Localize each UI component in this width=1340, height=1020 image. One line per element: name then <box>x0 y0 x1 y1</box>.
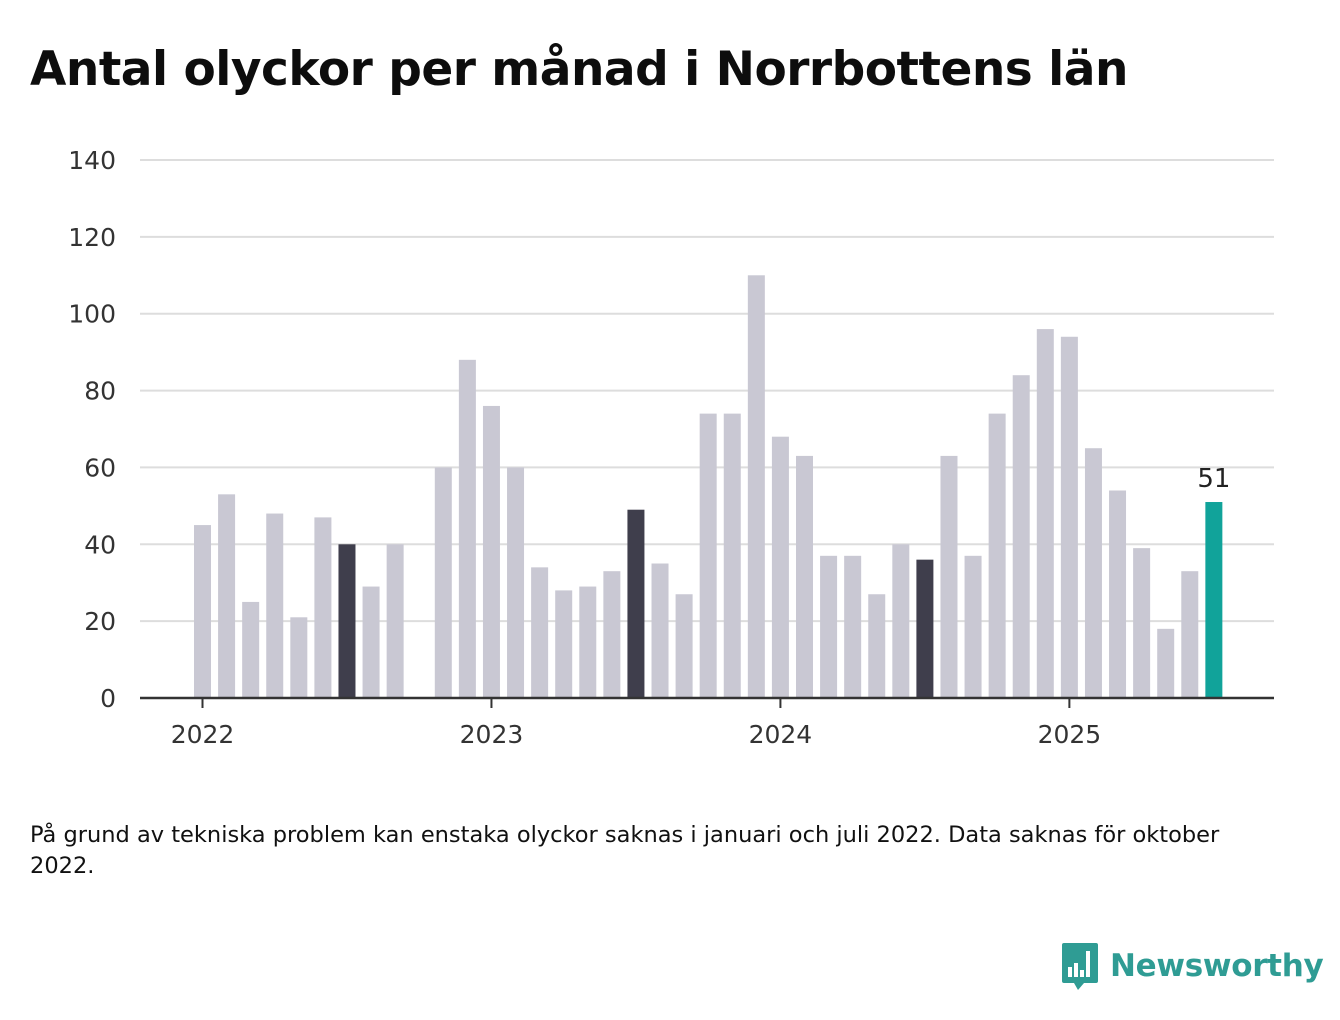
bar-2022-09 <box>386 544 404 698</box>
y-tick-label: 20 <box>84 607 116 636</box>
newsworthy-logo-icon <box>1062 943 1098 990</box>
bar-2022-07 <box>338 544 356 698</box>
bar-2023-05 <box>579 586 597 698</box>
bar-2022-06 <box>314 517 332 698</box>
bar-2022-05 <box>290 617 308 698</box>
bar-2025-03 <box>1109 490 1127 698</box>
y-tick-label: 100 <box>68 300 116 329</box>
bar-2024-01 <box>771 436 789 698</box>
bar-2023-01 <box>482 405 500 698</box>
bar-2025-05 <box>1157 628 1175 698</box>
bar-2024-12 <box>1036 329 1054 698</box>
bar-2023-11 <box>723 413 741 698</box>
y-tick-label: 40 <box>84 530 116 559</box>
footnote: På grund av tekniska problem kan enstaka… <box>30 822 1220 879</box>
bar-2023-10 <box>699 413 717 698</box>
bar-2022-04 <box>266 513 284 698</box>
bar-2023-03 <box>531 567 549 698</box>
bar-2022-12 <box>458 359 476 698</box>
brand-logo[interactable]: Newsworthy <box>1060 938 1324 994</box>
x-tick-label: 2022 <box>171 720 235 749</box>
bar-2024-07 <box>916 559 934 698</box>
bar-2024-06 <box>892 544 910 698</box>
latest-value-label: 51 <box>1197 464 1230 494</box>
bar-2023-08 <box>651 563 669 698</box>
bar-2022-11 <box>434 467 452 698</box>
data-labels: 51 <box>1197 464 1230 494</box>
bar-2024-04 <box>844 555 862 698</box>
bar-2023-02 <box>507 467 525 698</box>
bars <box>194 275 1223 698</box>
x-tick-label: 2023 <box>460 720 524 749</box>
bar-2024-05 <box>868 594 886 698</box>
bar-2024-11 <box>1012 375 1030 698</box>
bar-2022-03 <box>242 601 260 698</box>
bar-2024-10 <box>988 413 1006 698</box>
bar-2024-08 <box>940 455 958 698</box>
bar-2023-06 <box>603 571 621 698</box>
bar-2025-04 <box>1133 548 1151 698</box>
y-axis-ticks: 0 20 40 60 80 100 120 140 <box>68 146 116 713</box>
bar-2022-08 <box>362 586 380 698</box>
x-tick-label: 2024 <box>749 720 813 749</box>
bar-2025-01 <box>1060 336 1078 698</box>
y-tick-label: 60 <box>84 453 116 482</box>
bar-2024-09 <box>964 555 982 698</box>
bar-2025-07 <box>1205 502 1223 698</box>
bar-2022-01 <box>194 525 211 698</box>
bar-2024-03 <box>820 555 838 698</box>
y-tick-label: 0 <box>100 684 116 713</box>
y-tick-label: 120 <box>68 223 116 252</box>
x-tick-label: 2025 <box>1038 720 1102 749</box>
bar-2023-12 <box>747 275 765 698</box>
bar-2022-02 <box>218 494 236 698</box>
bar-2023-07 <box>627 509 645 698</box>
bar-2023-09 <box>675 594 693 698</box>
chart-title: Antal olyckor per månad i Norrbottens lä… <box>30 42 1128 97</box>
x-axis-ticks: 2022 2023 2024 2025 <box>171 698 1102 749</box>
bar-2025-02 <box>1084 448 1102 698</box>
brand-name[interactable]: Newsworthy <box>1110 948 1324 984</box>
y-tick-label: 80 <box>84 377 116 406</box>
y-tick-label: 140 <box>68 146 116 175</box>
bar-2025-06 <box>1181 571 1199 698</box>
bar-2023-04 <box>555 590 573 698</box>
bar-2024-02 <box>796 455 813 698</box>
bar-chart: 0 20 40 60 80 100 120 140 2022 2023 2024 2025 51 <box>68 146 1274 749</box>
